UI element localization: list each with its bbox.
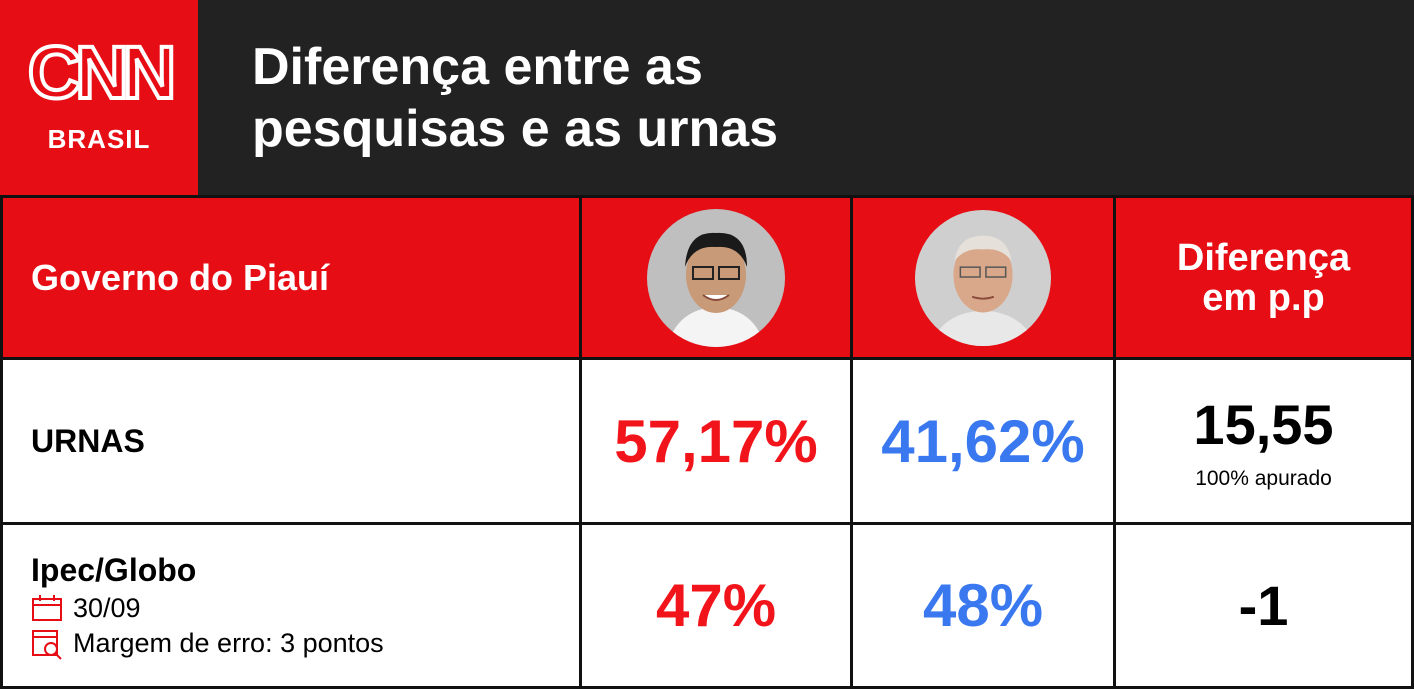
candidate-photo — [915, 209, 1051, 346]
margin-icon — [32, 629, 62, 660]
row-cell: 48% — [850, 522, 1116, 689]
difference-note: 100% apurado — [1195, 466, 1332, 490]
row-cell: -1 — [1113, 522, 1414, 689]
difference-value: -1 — [1238, 574, 1289, 637]
header-cell: Diferença em p.p — [1113, 195, 1414, 360]
logo-cnn: CNN — [26, 31, 178, 114]
header-cell — [850, 195, 1116, 360]
row-cell: 41,62% — [850, 357, 1116, 525]
row-label: URNAS — [31, 422, 145, 459]
candidate-2-value: 41,62% — [881, 407, 1085, 475]
candidate-photo — [647, 208, 785, 347]
difference-value: 15,55 — [1193, 392, 1334, 456]
margin-of-error: Margem de erro: 3 pontos — [73, 628, 384, 658]
logo-brasil: BRASIL — [47, 124, 151, 154]
row-cell: 15,55 100% apurado — [1113, 357, 1414, 525]
row-cell: 47% — [579, 522, 853, 689]
logo: CNN BRASIL — [0, 0, 198, 195]
title-line: Diferença entre as — [252, 38, 703, 96]
margin-line: Margem de erro: 3 pontos — [31, 628, 384, 660]
header-difference: Diferença em p.p — [1176, 236, 1351, 319]
candidate-1-value: 47% — [655, 572, 777, 639]
title-line: pesquisas e as urnas — [252, 100, 779, 158]
calendar-icon — [32, 595, 62, 621]
candidate-2-value: 48% — [922, 572, 1044, 639]
candidate-1-value: 57,17% — [614, 407, 818, 475]
row-cell: 57,17% — [579, 357, 853, 525]
poll-date: 30/09 — [73, 592, 141, 623]
header-cell — [579, 195, 853, 360]
header-label: Governo do Piauí — [31, 256, 330, 298]
row-cell: Ipec/Globo 30/09 Margem de erro: 3 ponto… — [0, 522, 582, 689]
date-line: 30/09 — [31, 593, 141, 624]
header-cell: Governo do Piauí — [0, 195, 582, 360]
row-label: Ipec/Globo — [31, 551, 197, 588]
title: Diferença entre as pesquisas e as urnas — [252, 36, 778, 160]
header-bar — [0, 0, 1414, 195]
row-cell: URNAS — [0, 357, 582, 525]
